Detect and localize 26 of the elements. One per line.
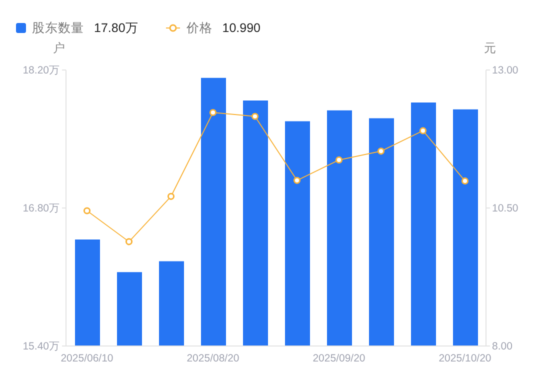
point [461, 177, 469, 184]
text: 17.80万 [94, 20, 138, 36]
point [335, 156, 343, 164]
point [377, 148, 385, 155]
point [293, 176, 301, 184]
x-tick-label: 2025/06/10 [60, 352, 114, 364]
point [167, 192, 175, 200]
y2-axis-title: 元 [484, 40, 496, 57]
y-tick-label: 18.20万 [22, 64, 60, 77]
y2-tick-label: 8.00 [492, 340, 513, 353]
y2-tick-label: 13.00 [492, 64, 518, 77]
y2-tick-label: 10.50 [492, 202, 518, 215]
y-tick-label: 16.80万 [22, 202, 60, 215]
legend-label: 价格 [186, 20, 212, 36]
point [251, 112, 259, 120]
point [125, 238, 133, 246]
text: 10.990 [222, 21, 261, 35]
point [83, 207, 91, 214]
x-tick-label: 2025/09/20 [312, 352, 366, 364]
point [419, 127, 427, 134]
x-tick-label: 2025/10/20 [438, 352, 492, 364]
y-axis-title: 户 [53, 40, 65, 57]
y-tick-label: 15.40万 [22, 340, 60, 353]
point [209, 108, 217, 116]
x-tick-label: 2025/08/20 [186, 352, 240, 364]
legend-label: 股东数量 [32, 20, 84, 36]
